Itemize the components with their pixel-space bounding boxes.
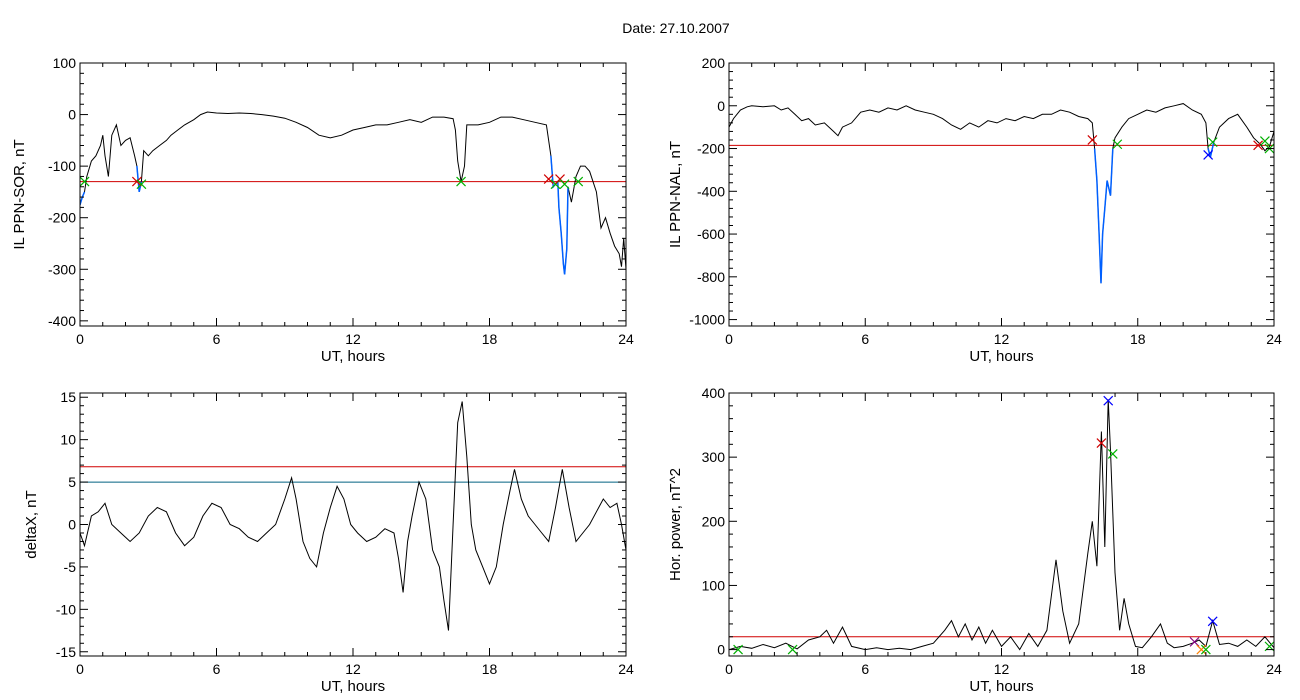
y-tick-label: 0 [717, 98, 725, 114]
x-axis-label: UT, hours [321, 678, 385, 695]
x-tick-label: 12 [994, 661, 1010, 677]
plot-frame [728, 392, 1275, 657]
event-marker [1207, 616, 1218, 627]
event-marker [1259, 136, 1270, 146]
chart-nal: 0 6 12 18 24 -1000 -800 -600 -400 -200 0 200 UT, hou… [667, 55, 1282, 365]
y-tick-label: -200 [48, 210, 76, 226]
x-tick-label: 18 [1130, 661, 1146, 677]
x-tick-label: 0 [725, 661, 733, 677]
y-tick-label: -300 [48, 261, 76, 277]
x-axis-label: UT, hours [969, 348, 1033, 365]
y-tick-label: 300 [702, 449, 726, 465]
x-tick-label: 24 [1266, 331, 1282, 347]
y-tick-label: 0 [717, 642, 725, 658]
plot-frame [79, 62, 627, 327]
event-marker [456, 176, 466, 187]
x-tick-label: 24 [618, 661, 634, 677]
event-marker [1103, 395, 1114, 406]
x-tick-label: 6 [861, 661, 869, 677]
chart-power: 0 6 12 18 24 0 100 200 300 400 UT, hours Hor. power… [667, 385, 1282, 695]
x-tick-label: 18 [482, 661, 498, 677]
y-tick-label: -100 [48, 158, 76, 174]
event-marker [1196, 644, 1207, 655]
event-marker [1107, 449, 1118, 459]
x-tick-label: 6 [861, 331, 869, 347]
y-tick-label: -15 [56, 644, 76, 660]
y-tick-label: -800 [697, 269, 725, 285]
y-tick-label: 400 [702, 385, 726, 401]
x-tick-label: 0 [725, 331, 733, 347]
series-line [80, 401, 626, 631]
event-marker [1253, 140, 1264, 151]
event-marker [1200, 644, 1211, 655]
x-tick-label: 0 [76, 661, 84, 677]
event-marker [573, 176, 584, 187]
x-tick-label: 12 [345, 331, 361, 347]
x-axis-label: UT, hours [321, 348, 385, 365]
event-marker [1087, 135, 1098, 145]
y-tick-label: 200 [702, 513, 726, 529]
chart-sor: 0 6 12 18 24 -400 -300 -200 -100 0 100 UT, hours IL … [11, 55, 634, 365]
y-axis-label: IL PPN-NAL, nT [667, 141, 684, 248]
y-tick-label: 0 [68, 517, 76, 533]
event-marker [733, 644, 744, 655]
y-tick-label: 100 [53, 55, 77, 71]
y-tick-label: 0 [68, 107, 76, 123]
event-marker [1096, 438, 1107, 448]
y-tick-label: 100 [702, 577, 726, 593]
x-tick-label: 18 [482, 331, 498, 347]
x-tick-label: 0 [76, 331, 84, 347]
y-tick-label: 200 [702, 55, 726, 71]
y-tick-label: -400 [48, 313, 76, 329]
y-tick-label: -200 [697, 141, 725, 157]
y-tick-label: 10 [60, 432, 76, 448]
plot-frame [79, 392, 627, 657]
y-tick-label: -5 [64, 559, 77, 575]
y-axis-label: deltaX, nT [23, 490, 40, 558]
y-tick-label: -400 [697, 183, 725, 199]
chart-deltax: 0 6 12 18 24 -15 -10 -5 0 5 10 15 UT, hours deltaX, n… [23, 389, 634, 695]
series-line [80, 111, 626, 275]
x-tick-label: 6 [213, 331, 221, 347]
x-tick-label: 18 [1130, 331, 1146, 347]
highlight-segment [80, 191, 86, 206]
series-line [729, 399, 1274, 651]
y-tick-label: -10 [56, 601, 76, 617]
x-tick-label: 6 [213, 661, 221, 677]
plot-frame [728, 62, 1275, 327]
event-marker [1203, 150, 1214, 160]
highlight-segment [1093, 148, 1114, 284]
x-tick-label: 24 [1266, 661, 1282, 677]
x-tick-label: 12 [345, 661, 361, 677]
x-tick-label: 12 [994, 331, 1010, 347]
event-marker [787, 644, 798, 655]
event-marker [1207, 137, 1218, 148]
y-axis-label: IL PPN-SOR, nT [11, 139, 28, 249]
x-tick-label: 24 [618, 331, 634, 347]
event-marker [1189, 636, 1200, 647]
series-line [729, 103, 1274, 284]
y-tick-label: 15 [60, 389, 76, 405]
y-tick-label: -1000 [689, 312, 725, 328]
y-tick-label: -600 [697, 226, 725, 242]
y-axis-label: Hor. power, nT^2 [667, 468, 684, 581]
event-marker [1112, 139, 1123, 150]
y-tick-label: 5 [68, 474, 76, 490]
x-axis-label: UT, hours [969, 678, 1033, 695]
event-marker [136, 179, 147, 190]
event-marker [79, 176, 90, 187]
event-marker [559, 179, 570, 190]
event-marker [543, 174, 554, 184]
date-title: Date: 27.10.2007 [622, 20, 730, 36]
highlight-segment [550, 155, 569, 275]
event-marker [131, 176, 142, 187]
